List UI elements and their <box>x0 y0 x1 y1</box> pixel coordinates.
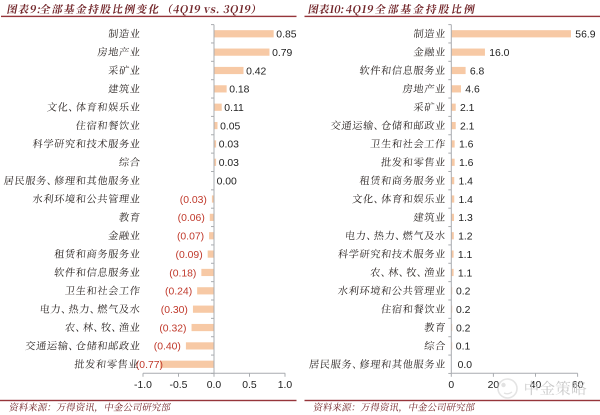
svg-text:0.5: 0.5 <box>242 380 257 391</box>
svg-text:(0.32): (0.32) <box>159 323 186 334</box>
svg-text:1.6: 1.6 <box>459 140 474 151</box>
svg-text:1.6: 1.6 <box>459 158 474 169</box>
svg-text:0.0: 0.0 <box>207 380 222 391</box>
svg-text:(0.07): (0.07) <box>177 232 204 243</box>
svg-text:0.2: 0.2 <box>456 287 471 298</box>
svg-text:(0.03): (0.03) <box>180 195 207 206</box>
svg-text:20: 20 <box>488 380 500 391</box>
svg-text:16.0: 16.0 <box>489 48 509 59</box>
svg-text:2.1: 2.1 <box>460 103 475 114</box>
svg-text:0.2: 0.2 <box>456 305 471 316</box>
svg-text:4.6: 4.6 <box>465 85 480 96</box>
svg-text:2.1: 2.1 <box>460 121 475 132</box>
svg-text:0.0: 0.0 <box>458 360 473 371</box>
svg-text:0.42: 0.42 <box>246 66 266 77</box>
svg-text:(0.24): (0.24) <box>165 287 192 298</box>
svg-text:0.03: 0.03 <box>219 140 239 151</box>
svg-text:0.00: 0.00 <box>217 177 237 188</box>
svg-text:1.1: 1.1 <box>458 268 473 279</box>
svg-text:-0.5: -0.5 <box>170 380 188 391</box>
svg-text:(0.06): (0.06) <box>178 213 205 224</box>
svg-text:0.2: 0.2 <box>456 323 471 334</box>
svg-text:-1.0: -1.0 <box>134 380 152 391</box>
svg-text:6.8: 6.8 <box>470 66 485 77</box>
svg-text:1.2: 1.2 <box>458 232 473 243</box>
svg-text:1.1: 1.1 <box>458 250 473 261</box>
svg-text:0.03: 0.03 <box>219 158 239 169</box>
svg-text:1.3: 1.3 <box>458 213 473 224</box>
svg-text:0.05: 0.05 <box>220 121 240 132</box>
svg-text:1.4: 1.4 <box>459 195 474 206</box>
svg-text:0.79: 0.79 <box>272 48 292 59</box>
svg-text:(0.09): (0.09) <box>176 250 203 261</box>
svg-text:0.1: 0.1 <box>456 342 471 353</box>
svg-text:0: 0 <box>448 380 454 391</box>
svg-text:0.11: 0.11 <box>224 103 244 114</box>
svg-text:(0.40): (0.40) <box>154 342 181 353</box>
svg-text:0.18: 0.18 <box>229 85 249 96</box>
svg-text:40: 40 <box>530 380 542 391</box>
svg-text:(0.18): (0.18) <box>169 268 196 279</box>
svg-text:1.4: 1.4 <box>459 177 474 188</box>
svg-text:(0.30): (0.30) <box>161 305 188 316</box>
svg-text:56.9: 56.9 <box>575 30 595 41</box>
svg-text:0.85: 0.85 <box>276 30 296 41</box>
svg-text:(0.77): (0.77) <box>136 360 163 371</box>
svg-text:1.0: 1.0 <box>278 380 293 391</box>
